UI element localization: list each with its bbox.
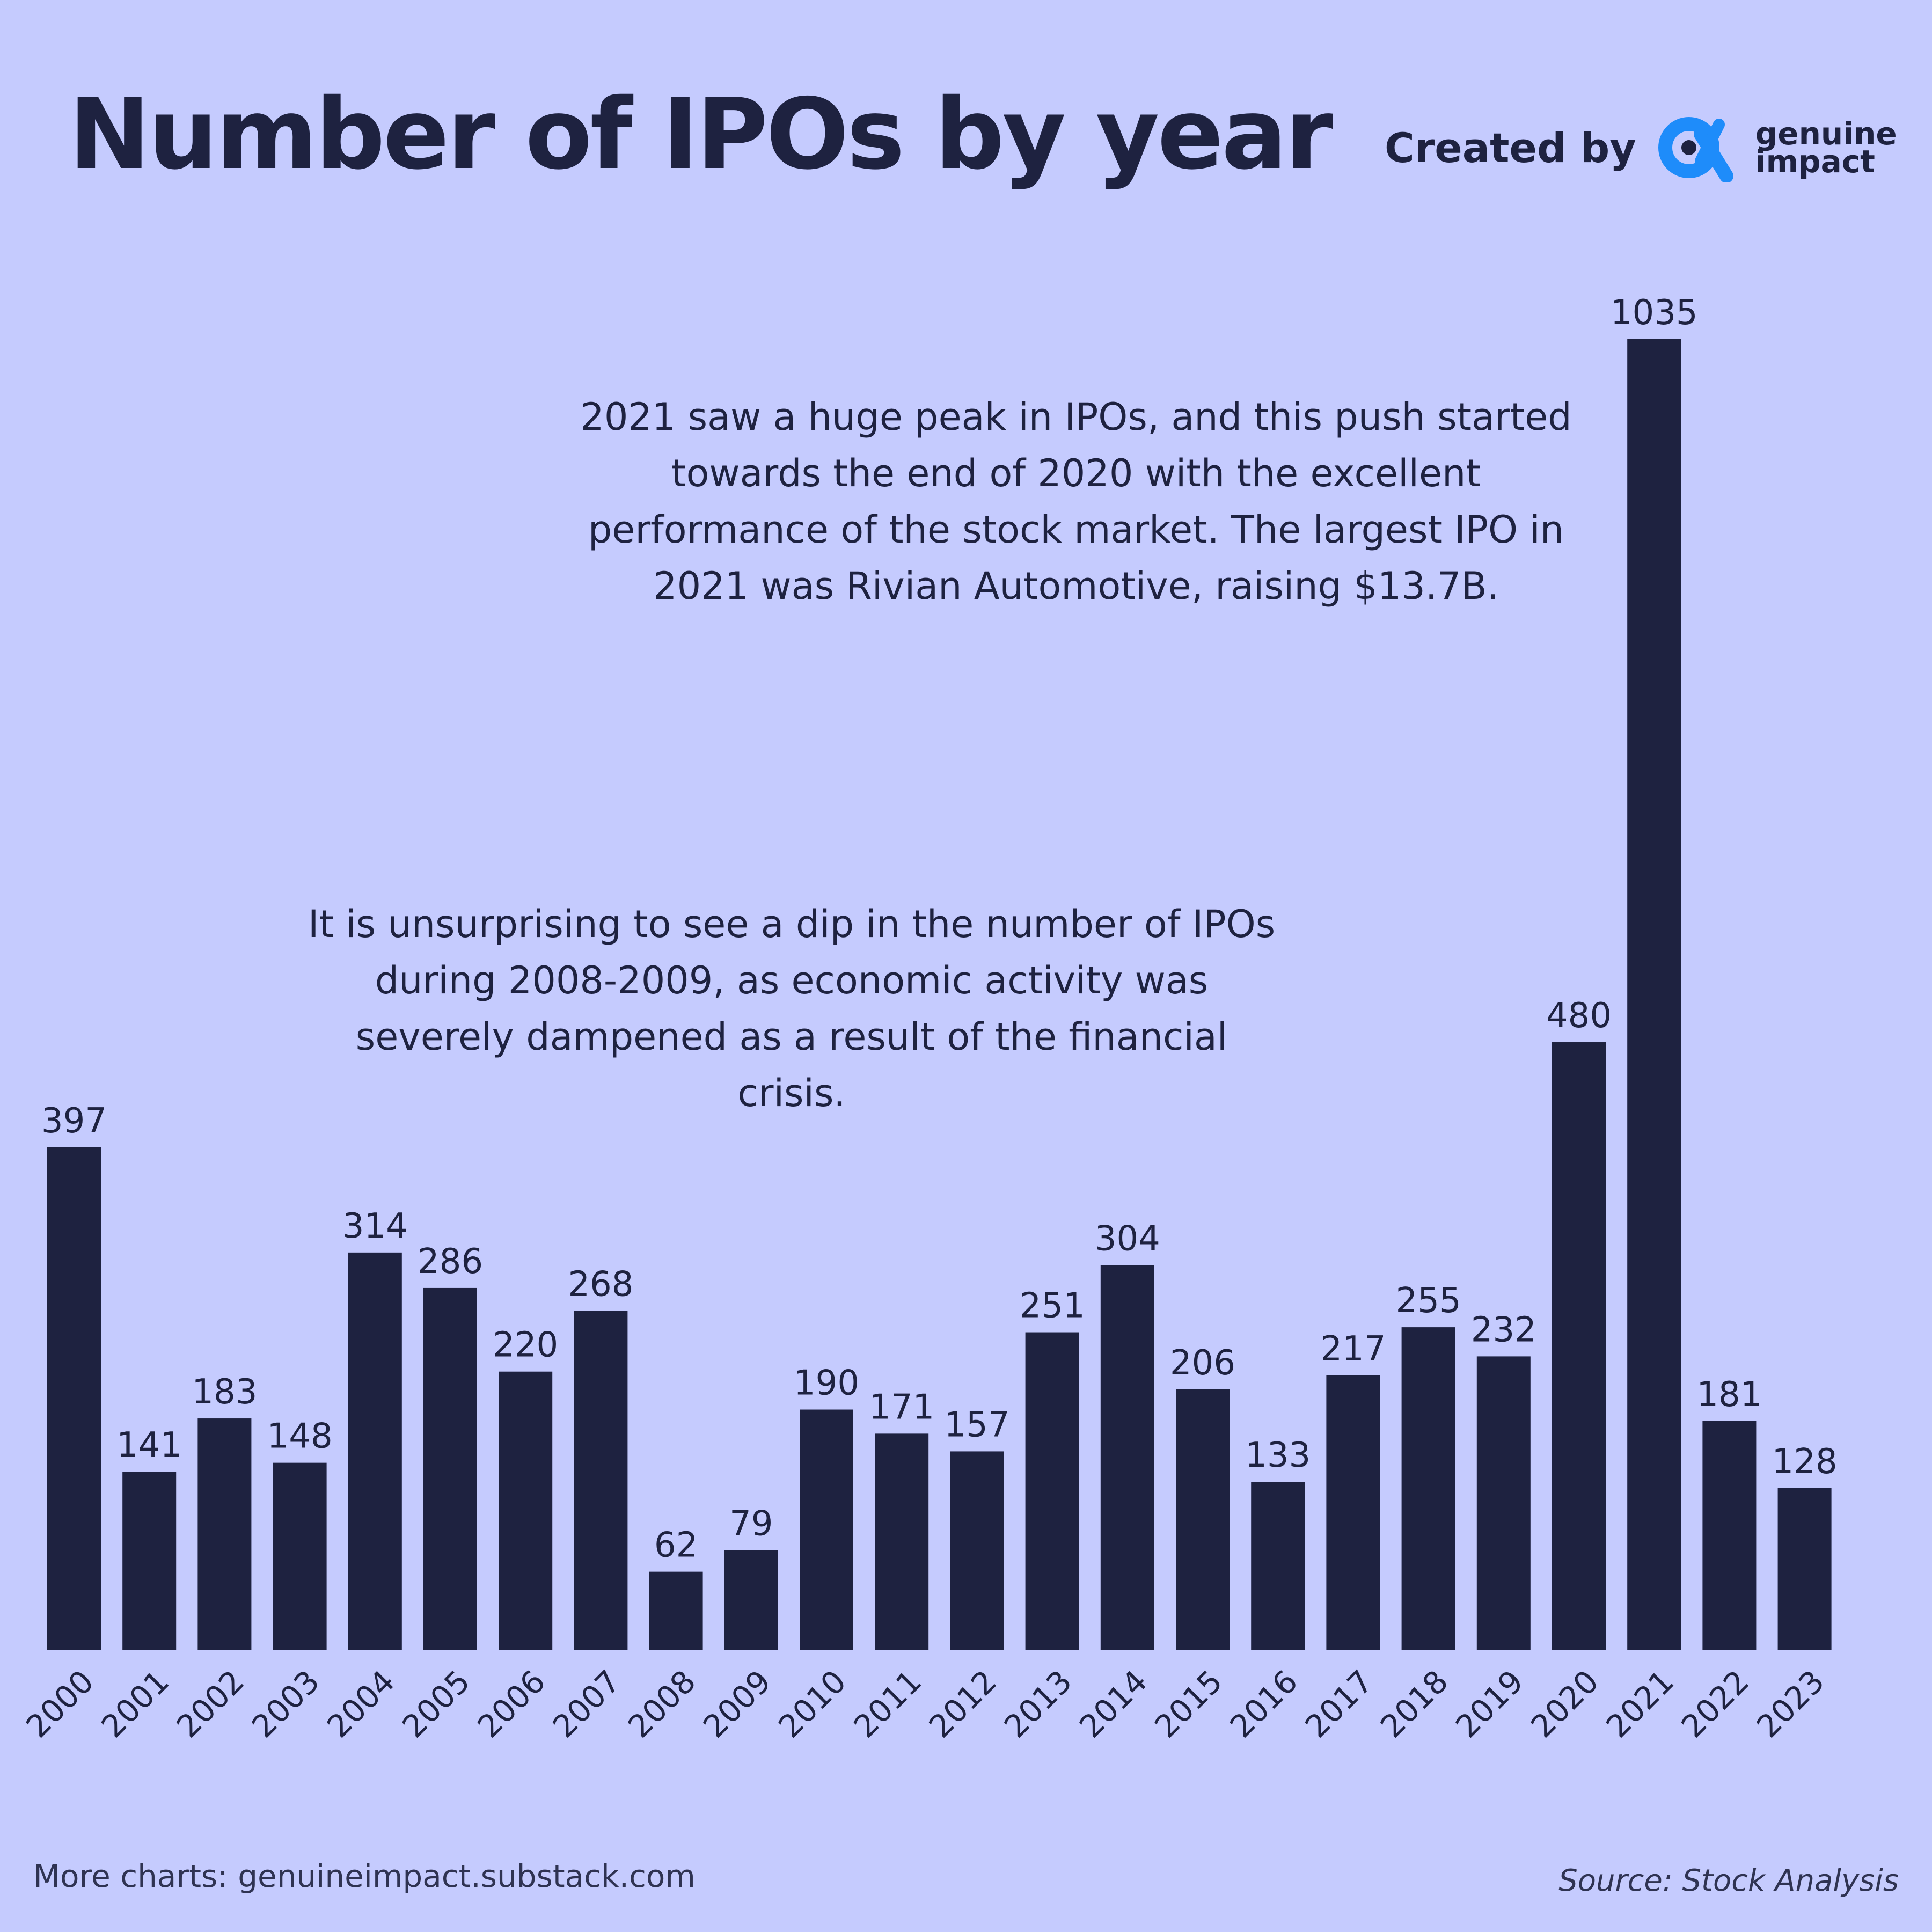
- x-tick-group: 2000200120022003200420052006200720082009…: [19, 1663, 1831, 1745]
- annotation-2008-dip: It is unsurprising to see a dip in the n…: [308, 902, 1276, 1115]
- bar-2016: [1251, 1482, 1305, 1650]
- x-tick-2021: 2021: [1599, 1663, 1681, 1745]
- value-label-2019: 232: [1471, 1310, 1536, 1350]
- x-tick-2011: 2011: [847, 1663, 928, 1745]
- brand-name-line1: genuine: [1755, 115, 1897, 152]
- value-label-2023: 128: [1772, 1442, 1838, 1482]
- value-label-2016: 133: [1245, 1436, 1311, 1475]
- bar-2004: [348, 1252, 402, 1650]
- value-label-2011: 171: [869, 1387, 934, 1427]
- bar-2000: [47, 1147, 101, 1650]
- value-label-2018: 255: [1396, 1281, 1461, 1321]
- bar-2001: [122, 1472, 177, 1650]
- value-label-2021: 1035: [1611, 293, 1698, 333]
- alpha-logo-icon: [1658, 117, 1733, 182]
- x-tick-2008: 2008: [621, 1663, 702, 1745]
- more-charts-link: More charts: genuineimpact.substack.com: [33, 1858, 696, 1894]
- value-label-2022: 181: [1696, 1375, 1762, 1415]
- x-tick-2022: 2022: [1674, 1663, 1756, 1745]
- x-tick-2007: 2007: [546, 1663, 627, 1745]
- value-label-2002: 183: [192, 1372, 257, 1412]
- x-tick-2012: 2012: [922, 1663, 1004, 1745]
- chart-title: Number of IPOs by year: [69, 77, 1333, 191]
- annotation-2021-peak: 2021 saw a huge peak in IPOs, and this p…: [580, 395, 1572, 608]
- bar-2015: [1176, 1389, 1230, 1650]
- x-tick-2020: 2020: [1524, 1663, 1605, 1745]
- bar-2021: [1627, 339, 1681, 1650]
- value-label-2010: 190: [794, 1364, 859, 1403]
- bar-2022: [1702, 1421, 1757, 1650]
- x-tick-2002: 2002: [170, 1663, 251, 1745]
- value-label-2000: 397: [41, 1101, 107, 1141]
- bar-2011: [875, 1433, 929, 1650]
- brand-name: genuine impact: [1755, 115, 1897, 180]
- value-label-2020: 480: [1546, 996, 1612, 1036]
- value-label-2012: 157: [944, 1405, 1009, 1445]
- x-tick-2016: 2016: [1223, 1663, 1305, 1745]
- x-tick-2006: 2006: [471, 1663, 552, 1745]
- x-tick-2005: 2005: [395, 1663, 477, 1745]
- bar-2010: [800, 1409, 853, 1650]
- value-label-2001: 141: [116, 1425, 182, 1465]
- value-label-2015: 206: [1170, 1343, 1235, 1383]
- bar-2017: [1326, 1375, 1380, 1650]
- value-label-2008: 62: [654, 1526, 698, 1565]
- source-note: Source: Stock Analysis: [1558, 1863, 1899, 1898]
- bar-2008: [649, 1571, 703, 1650]
- x-tick-2009: 2009: [696, 1663, 778, 1745]
- bar-2020: [1552, 1042, 1606, 1650]
- bar-2018: [1401, 1327, 1455, 1650]
- x-tick-2013: 2013: [997, 1663, 1079, 1745]
- bar-2012: [950, 1451, 1004, 1650]
- x-tick-2014: 2014: [1072, 1663, 1154, 1745]
- x-tick-2001: 2001: [94, 1663, 176, 1745]
- value-label-2017: 217: [1320, 1329, 1386, 1369]
- x-tick-2015: 2015: [1147, 1663, 1229, 1745]
- value-label-2007: 268: [568, 1264, 633, 1304]
- bar-2006: [499, 1371, 553, 1650]
- bar-2023: [1777, 1488, 1832, 1650]
- value-label-2006: 220: [493, 1326, 558, 1365]
- value-label-2014: 304: [1095, 1219, 1160, 1258]
- x-tick-2010: 2010: [771, 1663, 853, 1745]
- value-label-2004: 314: [342, 1206, 408, 1246]
- value-label-2005: 286: [418, 1242, 483, 1282]
- bar-2013: [1025, 1332, 1079, 1650]
- bar-2014: [1100, 1265, 1154, 1650]
- brand-name-line2: impact: [1755, 143, 1875, 180]
- x-tick-2017: 2017: [1298, 1663, 1380, 1745]
- credit: Created by genuine impact: [1385, 113, 1897, 182]
- x-tick-2019: 2019: [1448, 1663, 1530, 1745]
- bar-2002: [197, 1418, 252, 1650]
- value-label-2003: 148: [267, 1417, 333, 1457]
- x-tick-2000: 2000: [19, 1663, 100, 1745]
- x-tick-2003: 2003: [245, 1663, 326, 1745]
- value-label-2009: 79: [729, 1504, 773, 1544]
- credit-label: Created by: [1385, 123, 1636, 172]
- bar-group: [47, 339, 1832, 1650]
- bar-2003: [273, 1462, 327, 1650]
- bar-2005: [423, 1287, 477, 1650]
- bar-2019: [1476, 1356, 1531, 1650]
- x-tick-2023: 2023: [1750, 1663, 1831, 1745]
- value-label-2013: 251: [1020, 1286, 1085, 1326]
- bar-2007: [574, 1311, 628, 1650]
- bar-2009: [724, 1550, 778, 1650]
- x-tick-2018: 2018: [1373, 1663, 1455, 1745]
- x-tick-2004: 2004: [320, 1663, 401, 1745]
